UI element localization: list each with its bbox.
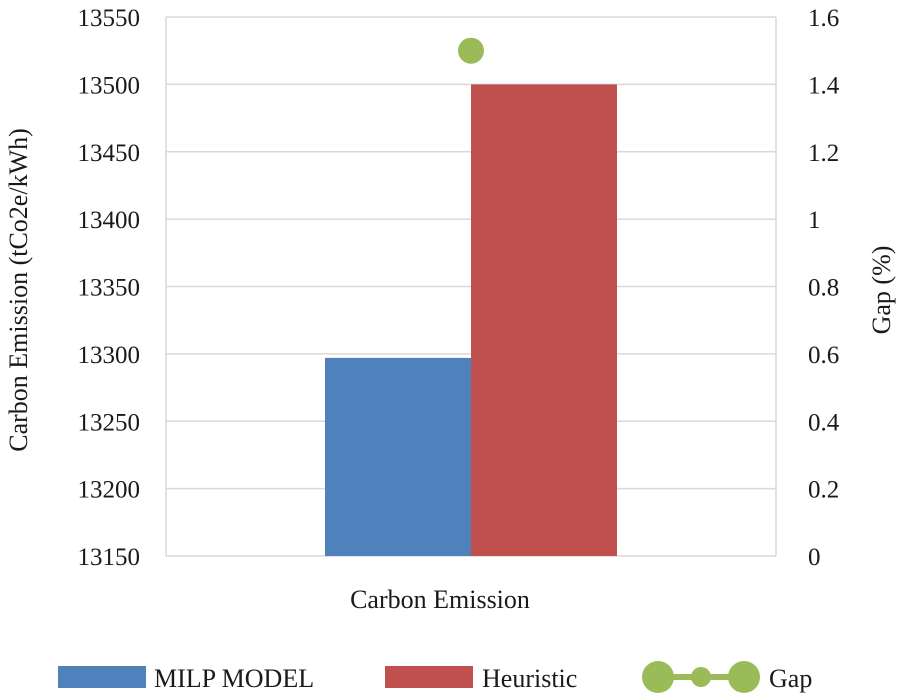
- left-tick-label: 13450: [78, 140, 141, 167]
- legend-label-heuristic: Heuristic: [482, 664, 577, 693]
- left-axis-ticks: 13150 13200 13250 13300 13350 13400 13450 13500…: [78, 5, 141, 571]
- left-tick-label: 13200: [78, 477, 141, 504]
- right-tick-label: 1.2: [808, 140, 839, 167]
- left-tick-label: 13250: [78, 409, 141, 436]
- legend-swatch-heuristic: [385, 666, 473, 688]
- legend-label-gap: Gap: [769, 664, 812, 693]
- gap-points: [458, 37, 484, 64]
- bars: [325, 84, 617, 556]
- left-tick-label: 13550: [78, 5, 141, 32]
- legend-label-milp: MILP MODEL: [154, 664, 314, 693]
- x-category-label: Carbon Emission: [350, 585, 530, 614]
- legend-marker-gap-mid: [691, 667, 711, 687]
- left-tick-label: 13150: [78, 544, 141, 571]
- point-gap: [458, 37, 484, 64]
- left-tick-label: 13400: [78, 207, 141, 234]
- right-tick-label: 0: [808, 544, 821, 571]
- bar-heuristic: [471, 84, 617, 556]
- right-tick-label: 0.6: [808, 342, 839, 369]
- left-tick-label: 13500: [78, 72, 141, 99]
- right-tick-label: 1: [808, 207, 821, 234]
- right-tick-label: 0.8: [808, 275, 839, 302]
- left-tick-label: 13300: [78, 342, 141, 369]
- left-tick-label: 13350: [78, 275, 141, 302]
- legend: MILP MODEL Heuristic Gap: [58, 661, 812, 693]
- right-tick-label: 0.4: [808, 409, 840, 436]
- legend-swatch-milp: [58, 666, 146, 688]
- y2-axis-title: Gap (%): [867, 246, 896, 335]
- legend-marker-gap-right: [728, 661, 760, 693]
- right-axis-ticks: 0 0.2 0.4 0.6 0.8 1 1.2 1.4 1.6: [808, 5, 840, 571]
- right-tick-label: 1.6: [808, 5, 839, 32]
- legend-marker-gap-left: [642, 661, 674, 693]
- y-axis-title: Carbon Emission (tCo2e/kWh): [4, 128, 33, 452]
- right-tick-label: 0.2: [808, 477, 839, 504]
- bar-milp-model: [325, 357, 471, 556]
- right-tick-label: 1.4: [808, 72, 840, 99]
